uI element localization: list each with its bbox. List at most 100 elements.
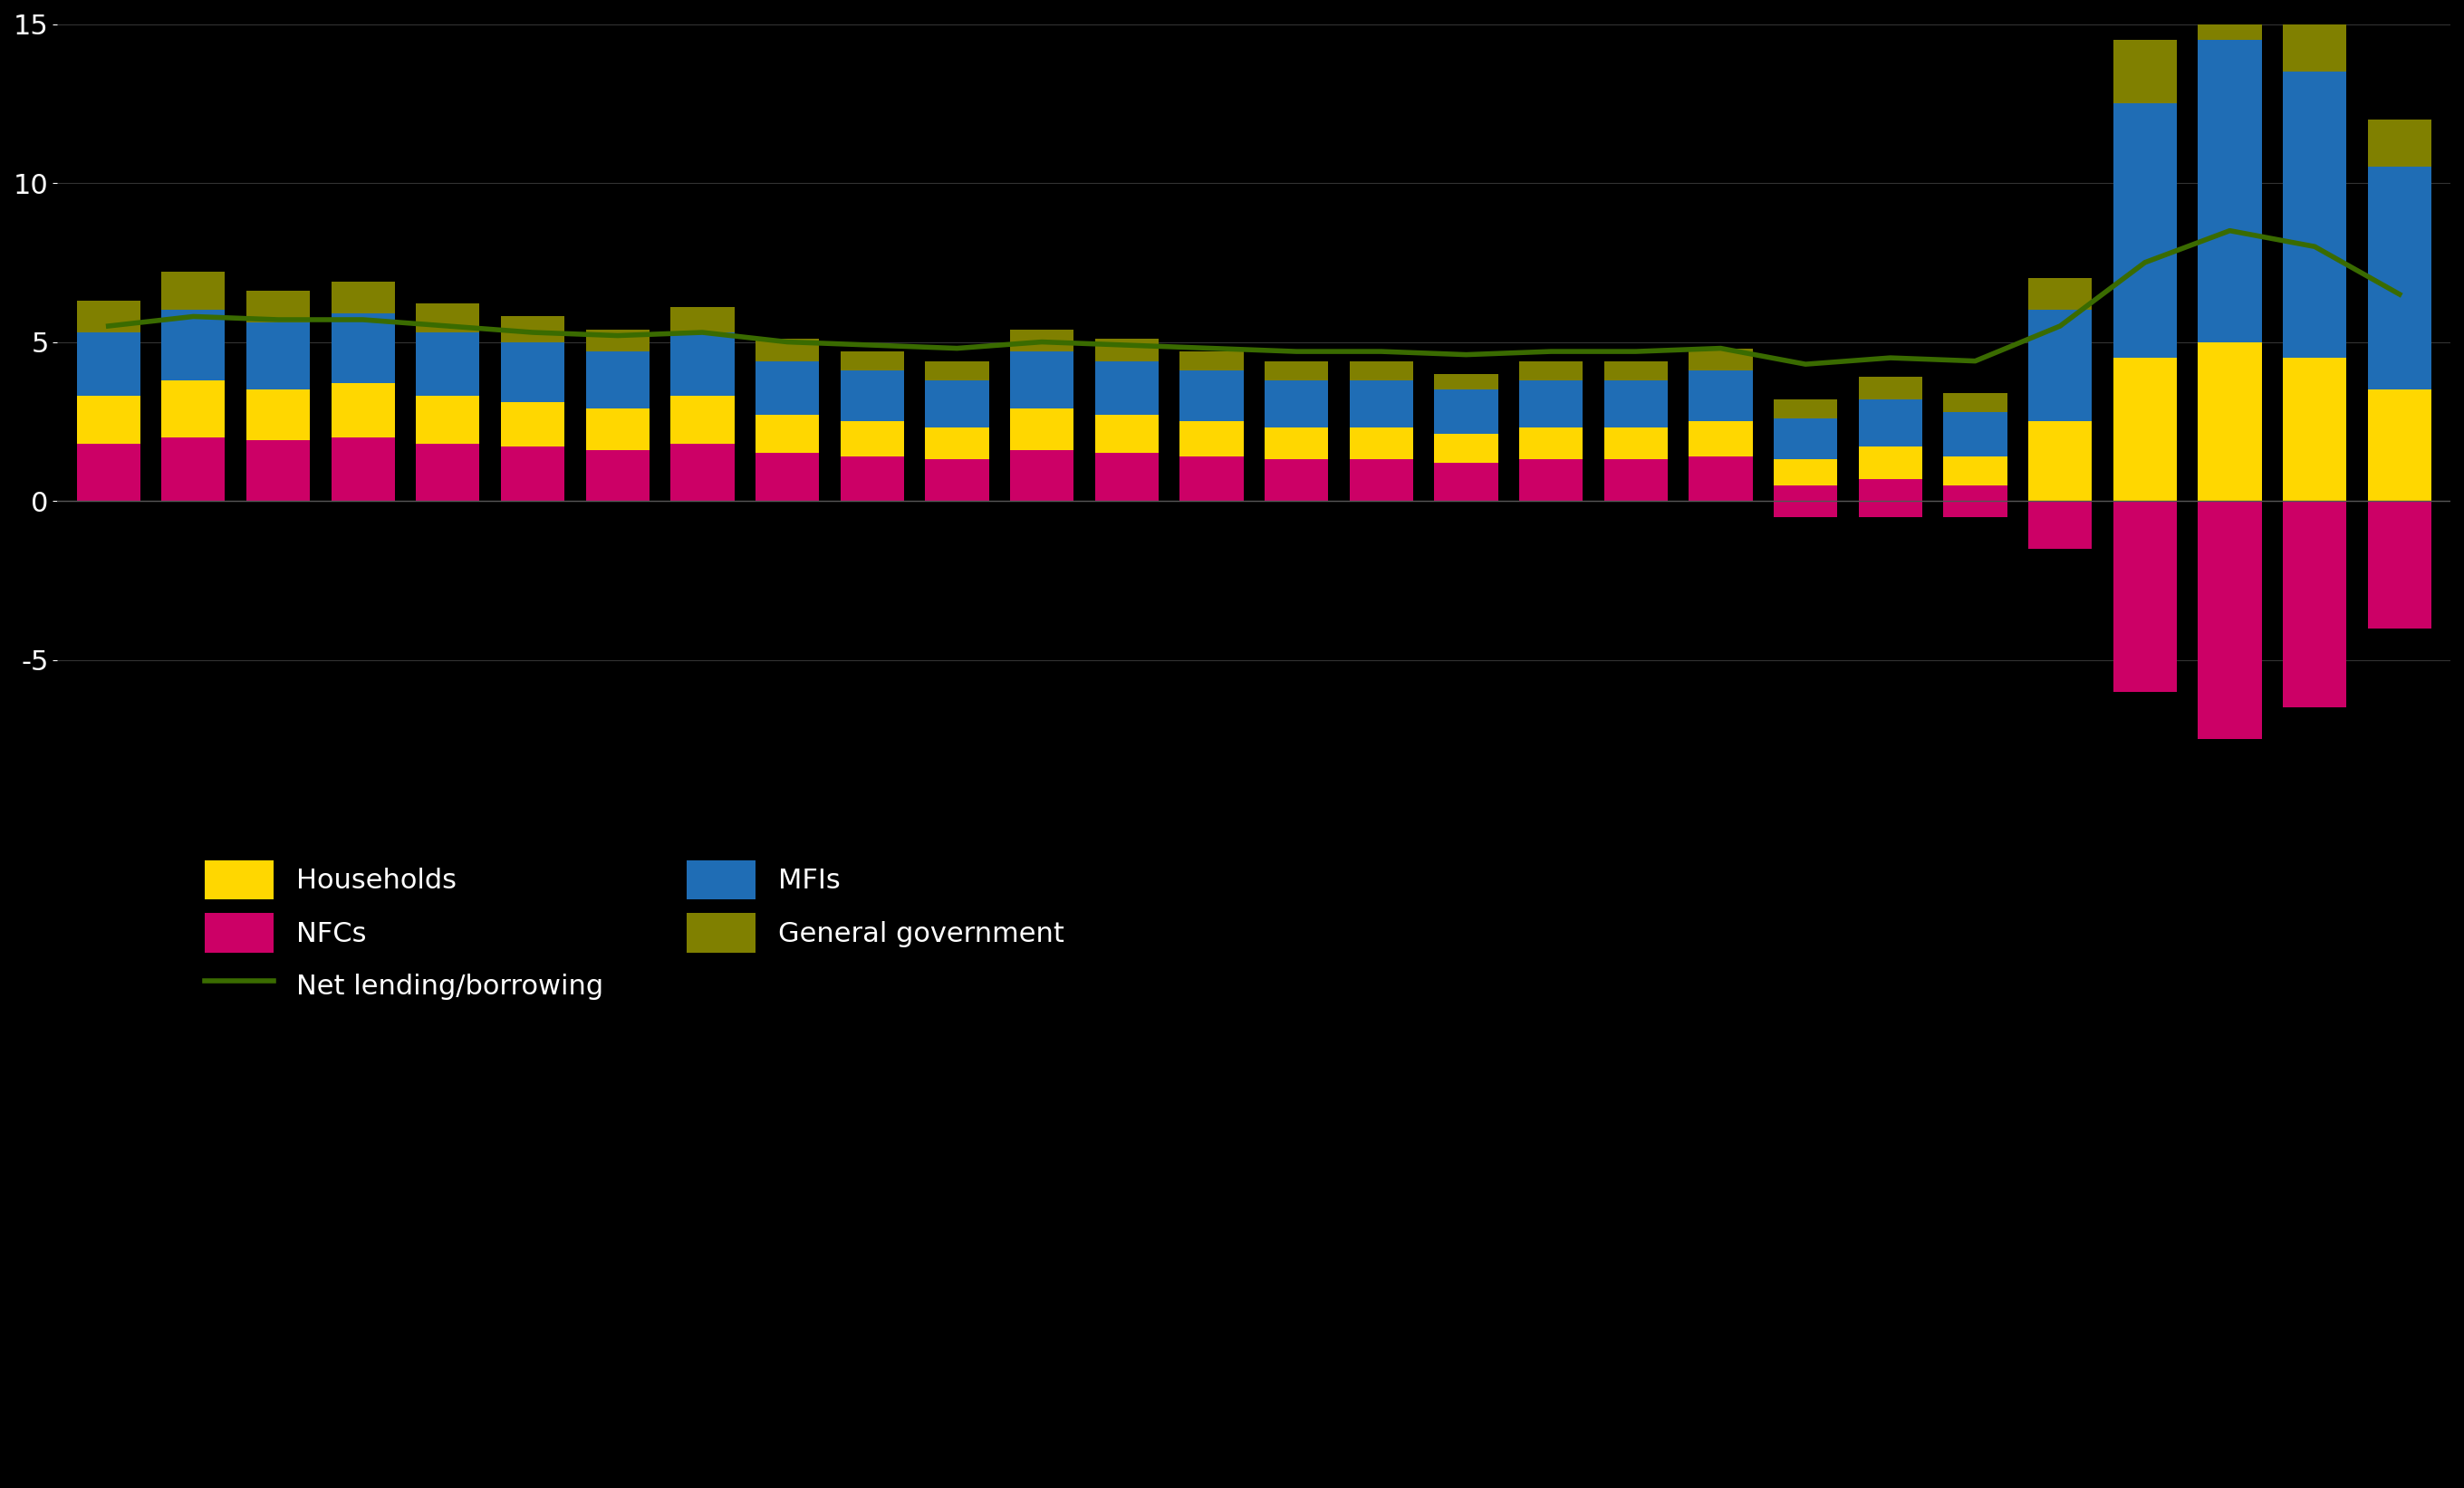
Bar (1350, 379, 1412, 427)
Bar (1858, 376, 1922, 399)
Bar (1520, 427, 1582, 460)
Bar (1774, 501, 1838, 516)
Bar (2282, 501, 2346, 708)
Bar (1604, 362, 1668, 379)
Bar (1858, 446, 1922, 479)
Bar (2282, 7, 2346, 71)
Bar (2114, 40, 2176, 104)
Bar (416, 443, 480, 501)
Bar (756, 339, 818, 362)
Bar (840, 371, 904, 421)
Bar (2198, 0, 2262, 40)
Bar (1688, 348, 1752, 371)
Bar (76, 396, 140, 443)
Bar (1350, 427, 1412, 460)
Bar (1434, 434, 1498, 463)
Bar (1264, 460, 1328, 501)
Bar (500, 317, 564, 342)
Bar (1688, 371, 1752, 421)
Bar (840, 421, 904, 457)
Bar (670, 443, 734, 501)
Bar (76, 332, 140, 396)
Bar (76, 443, 140, 501)
Bar (1604, 379, 1668, 427)
Bar (1094, 454, 1158, 501)
Bar (840, 351, 904, 371)
Bar (500, 342, 564, 402)
Bar (2368, 501, 2432, 628)
Bar (2368, 119, 2432, 167)
Bar (586, 351, 650, 409)
Bar (1688, 457, 1752, 501)
Bar (1858, 479, 1922, 501)
Bar (246, 292, 310, 323)
Bar (1944, 457, 2008, 485)
Bar (163, 437, 224, 501)
Bar (1434, 373, 1498, 390)
Bar (1774, 485, 1838, 501)
Bar (924, 379, 988, 427)
Bar (1350, 362, 1412, 379)
Bar (76, 301, 140, 332)
Bar (756, 415, 818, 454)
Bar (1434, 463, 1498, 501)
Bar (2028, 278, 2092, 310)
Legend: Households, NFCs, Net lending/borrowing, MFIs, General government: Households, NFCs, Net lending/borrowing,… (192, 847, 1077, 1019)
Bar (2368, 167, 2432, 390)
Bar (330, 384, 394, 437)
Bar (1094, 362, 1158, 415)
Bar (1858, 501, 1922, 516)
Bar (246, 440, 310, 501)
Bar (416, 396, 480, 443)
Bar (1010, 409, 1074, 449)
Bar (1010, 449, 1074, 501)
Bar (246, 323, 310, 390)
Bar (1688, 421, 1752, 457)
Bar (1520, 379, 1582, 427)
Bar (840, 457, 904, 501)
Bar (1944, 393, 2008, 412)
Bar (2028, 501, 2092, 549)
Bar (670, 332, 734, 396)
Bar (586, 449, 650, 501)
Bar (1264, 427, 1328, 460)
Bar (670, 396, 734, 443)
Bar (1774, 460, 1838, 485)
Bar (246, 390, 310, 440)
Bar (1264, 362, 1328, 379)
Bar (163, 272, 224, 310)
Bar (1094, 339, 1158, 362)
Bar (1944, 412, 2008, 457)
Bar (670, 307, 734, 332)
Bar (1434, 390, 1498, 434)
Bar (163, 310, 224, 379)
Bar (2028, 310, 2092, 421)
Bar (2028, 421, 2092, 501)
Bar (1010, 329, 1074, 351)
Bar (2114, 357, 2176, 501)
Bar (330, 314, 394, 384)
Bar (1944, 501, 2008, 516)
Bar (1520, 362, 1582, 379)
Bar (163, 379, 224, 437)
Bar (1350, 460, 1412, 501)
Bar (1774, 418, 1838, 460)
Bar (1094, 415, 1158, 454)
Bar (1774, 399, 1838, 418)
Bar (1180, 351, 1244, 371)
Bar (416, 332, 480, 396)
Bar (2282, 71, 2346, 357)
Bar (1858, 399, 1922, 446)
Bar (1010, 351, 1074, 409)
Bar (1264, 379, 1328, 427)
Bar (924, 427, 988, 460)
Bar (2282, 357, 2346, 501)
Bar (2114, 501, 2176, 692)
Bar (416, 304, 480, 332)
Bar (1604, 427, 1668, 460)
Bar (756, 454, 818, 501)
Bar (756, 362, 818, 415)
Bar (1944, 485, 2008, 501)
Bar (2368, 390, 2432, 501)
Bar (2198, 40, 2262, 342)
